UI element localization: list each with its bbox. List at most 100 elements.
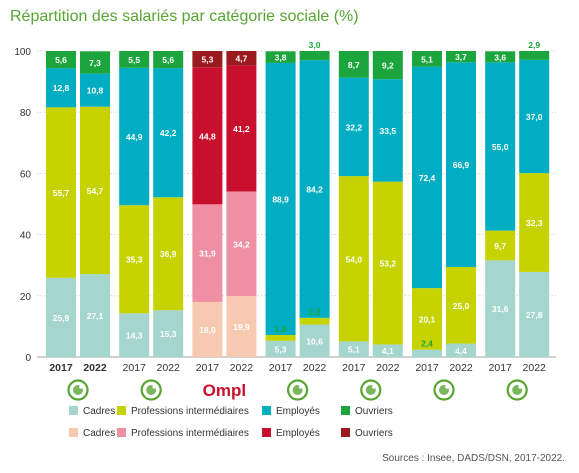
bar-segment [338, 77, 369, 177]
legend-label: Employés [276, 406, 320, 417]
bar-segment [119, 67, 150, 206]
legend-label: Cadres [83, 428, 115, 439]
bar-segment [226, 296, 257, 357]
data-label: 5,3 [275, 344, 287, 354]
legend-swatch [117, 406, 126, 415]
data-label: 5,1 [348, 345, 360, 355]
chart-title: Répartition des salariés par catégorie s… [10, 8, 359, 25]
bar-segment [46, 277, 76, 357]
bar-segment [46, 51, 76, 69]
source-note: Sources : Insee, DADS/DSN, 2017-2022. [382, 453, 565, 464]
data-label: 19,9 [233, 322, 250, 332]
data-label: 42,2 [160, 128, 177, 138]
droplet-icon-highlight [372, 385, 376, 389]
bar-segment [372, 344, 403, 357]
x-tick-label: 2022 [523, 362, 547, 374]
data-label: 4,4 [455, 346, 467, 356]
bar-segment [80, 106, 110, 275]
data-label: 14,3 [126, 331, 143, 341]
x-tick-label: 2017 [49, 362, 73, 374]
bar-segment [192, 67, 223, 205]
data-label: 5,5 [128, 55, 140, 65]
legend-swatch [341, 428, 350, 437]
ompl-logo: Ompl [203, 381, 246, 400]
bar-segment [265, 340, 296, 357]
legend-label: Employés [276, 428, 320, 439]
data-label: 37,0 [526, 112, 543, 122]
data-label: 12,8 [53, 83, 70, 93]
x-tick-label: 2017 [123, 362, 147, 374]
data-label: 36,9 [160, 249, 177, 259]
bar-segment [299, 324, 330, 357]
legend-label: Ouvriers [355, 406, 393, 417]
data-label: 2,9 [528, 40, 540, 50]
bar-segment [446, 267, 476, 344]
data-label: 54,7 [87, 186, 104, 196]
data-label: 34,2 [233, 239, 250, 249]
bar-segment [485, 51, 516, 63]
x-tick-label: 2017 [269, 362, 293, 374]
x-tick-label: 2022 [83, 362, 107, 374]
bar-segment [412, 51, 442, 67]
scissors-icon [67, 379, 89, 401]
bar-segment [338, 51, 369, 78]
y-tick-label: 0 [25, 353, 31, 364]
bar-segment [226, 51, 257, 66]
bar-segment [119, 313, 150, 357]
legend-swatch [341, 406, 350, 415]
bar-segment [153, 51, 184, 69]
data-label: 8,7 [348, 60, 360, 70]
bar-segment [226, 65, 257, 192]
bar-segment [519, 59, 550, 174]
data-label: 9,7 [494, 241, 506, 251]
bar-segment [446, 51, 476, 63]
data-label: 4,7 [235, 54, 247, 64]
bar-segment [485, 230, 516, 261]
data-label: 20,1 [419, 314, 436, 324]
bar-segment [265, 62, 296, 335]
bar-segment [46, 107, 76, 278]
data-label: 55,0 [492, 142, 509, 152]
leaf-icon-highlight [518, 385, 522, 389]
bar-segment [80, 73, 110, 107]
data-label: 5,1 [421, 54, 433, 64]
bar-segment [412, 288, 442, 350]
y-tick-label: 20 [20, 292, 32, 303]
x-tick-label: 2022 [376, 362, 400, 374]
medical-cross-icon-highlight [152, 385, 156, 389]
data-label: 55,7 [53, 188, 70, 198]
data-label: 31,9 [199, 249, 216, 259]
bar-segment [412, 66, 442, 289]
bar-segment [192, 204, 223, 302]
data-label: 1,9 [275, 324, 287, 334]
bar-segment [192, 301, 223, 357]
data-label: 3,6 [494, 52, 506, 62]
data-label: 41,2 [233, 124, 250, 134]
bar-segment [446, 62, 476, 268]
data-label: 5,6 [162, 55, 174, 65]
x-tick-label: 2022 [230, 362, 254, 374]
bar-segment [446, 343, 476, 357]
data-label: 7,3 [89, 58, 101, 68]
data-label: 35,3 [126, 255, 143, 265]
data-label: 9,2 [382, 61, 394, 71]
data-label: 10,6 [306, 336, 323, 346]
y-tick-label: 80 [20, 108, 32, 119]
data-label: 31,6 [492, 304, 509, 314]
data-label: 72,4 [419, 173, 436, 183]
data-label: 15,3 [160, 329, 177, 339]
legend-swatch [117, 428, 126, 437]
bar-segment [46, 68, 76, 108]
x-tick-label: 2022 [303, 362, 327, 374]
data-label: 88,9 [272, 194, 289, 204]
droplet-icon [360, 379, 382, 401]
legend-label: Ouvriers [355, 428, 393, 439]
bar-segment [412, 349, 442, 357]
bar-segment [80, 51, 110, 74]
legend-swatch [69, 406, 78, 415]
bar-segment [485, 62, 516, 231]
leaf-icon [506, 379, 528, 401]
bar-segment [153, 68, 184, 198]
